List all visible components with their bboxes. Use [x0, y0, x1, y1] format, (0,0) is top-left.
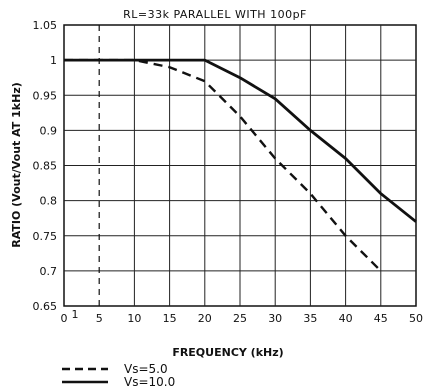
x-tick-label: 10 — [127, 312, 141, 325]
y-tick-label: 1.05 — [33, 19, 58, 32]
series-lines — [64, 58, 417, 272]
x-tick-label: 45 — [374, 312, 388, 325]
x-axis-label: FREQUENCY (kHz) — [172, 346, 283, 359]
y-tick-label: 1 — [50, 54, 57, 67]
x-tick-label: 30 — [268, 312, 282, 325]
series-line-vs10 — [64, 58, 417, 223]
plot-area — [63, 24, 417, 307]
x-tick-labels: 0 5 10 15 20 25 30 35 40 45 50 1 — [61, 308, 424, 325]
series-line-vs5 — [64, 58, 382, 272]
x-tick-label: 15 — [163, 312, 177, 325]
x-tick-label: 40 — [339, 312, 353, 325]
x-tick-label: 25 — [233, 312, 247, 325]
x-tick-label: 5 — [96, 312, 103, 325]
legend-label-vs10: Vs=10.0 — [124, 375, 175, 389]
y-tick-label: 0.95 — [33, 89, 58, 102]
x-tick-label: 0 — [61, 312, 68, 325]
chart-title: RL=33k PARALLEL WITH 100pF — [123, 8, 307, 21]
y-tick-label: 0.85 — [33, 160, 58, 173]
y-tick-label: 0.9 — [40, 124, 58, 137]
x-tick-label: 50 — [409, 312, 423, 325]
y-tick-label: 0.7 — [40, 265, 58, 278]
legend: Vs=5.0 Vs=10.0 — [62, 362, 175, 389]
x-tick-label: 20 — [198, 312, 212, 325]
y-tick-label: 0.75 — [33, 230, 58, 243]
x-tick-label-extra: 1 — [72, 308, 79, 321]
y-tick-label: 0.8 — [40, 195, 58, 208]
y-tick-labels: 0.65 0.7 0.75 0.8 0.85 0.9 0.95 1 1.05 — [33, 19, 58, 313]
x-tick-label: 35 — [303, 312, 317, 325]
y-axis-label: RATIO (Vout/Vout AT 1kHz) — [10, 82, 23, 248]
y-tick-label: 0.65 — [33, 300, 58, 313]
horizontal-gridlines — [64, 59, 416, 272]
legend-label-vs5: Vs=5.0 — [124, 362, 168, 376]
